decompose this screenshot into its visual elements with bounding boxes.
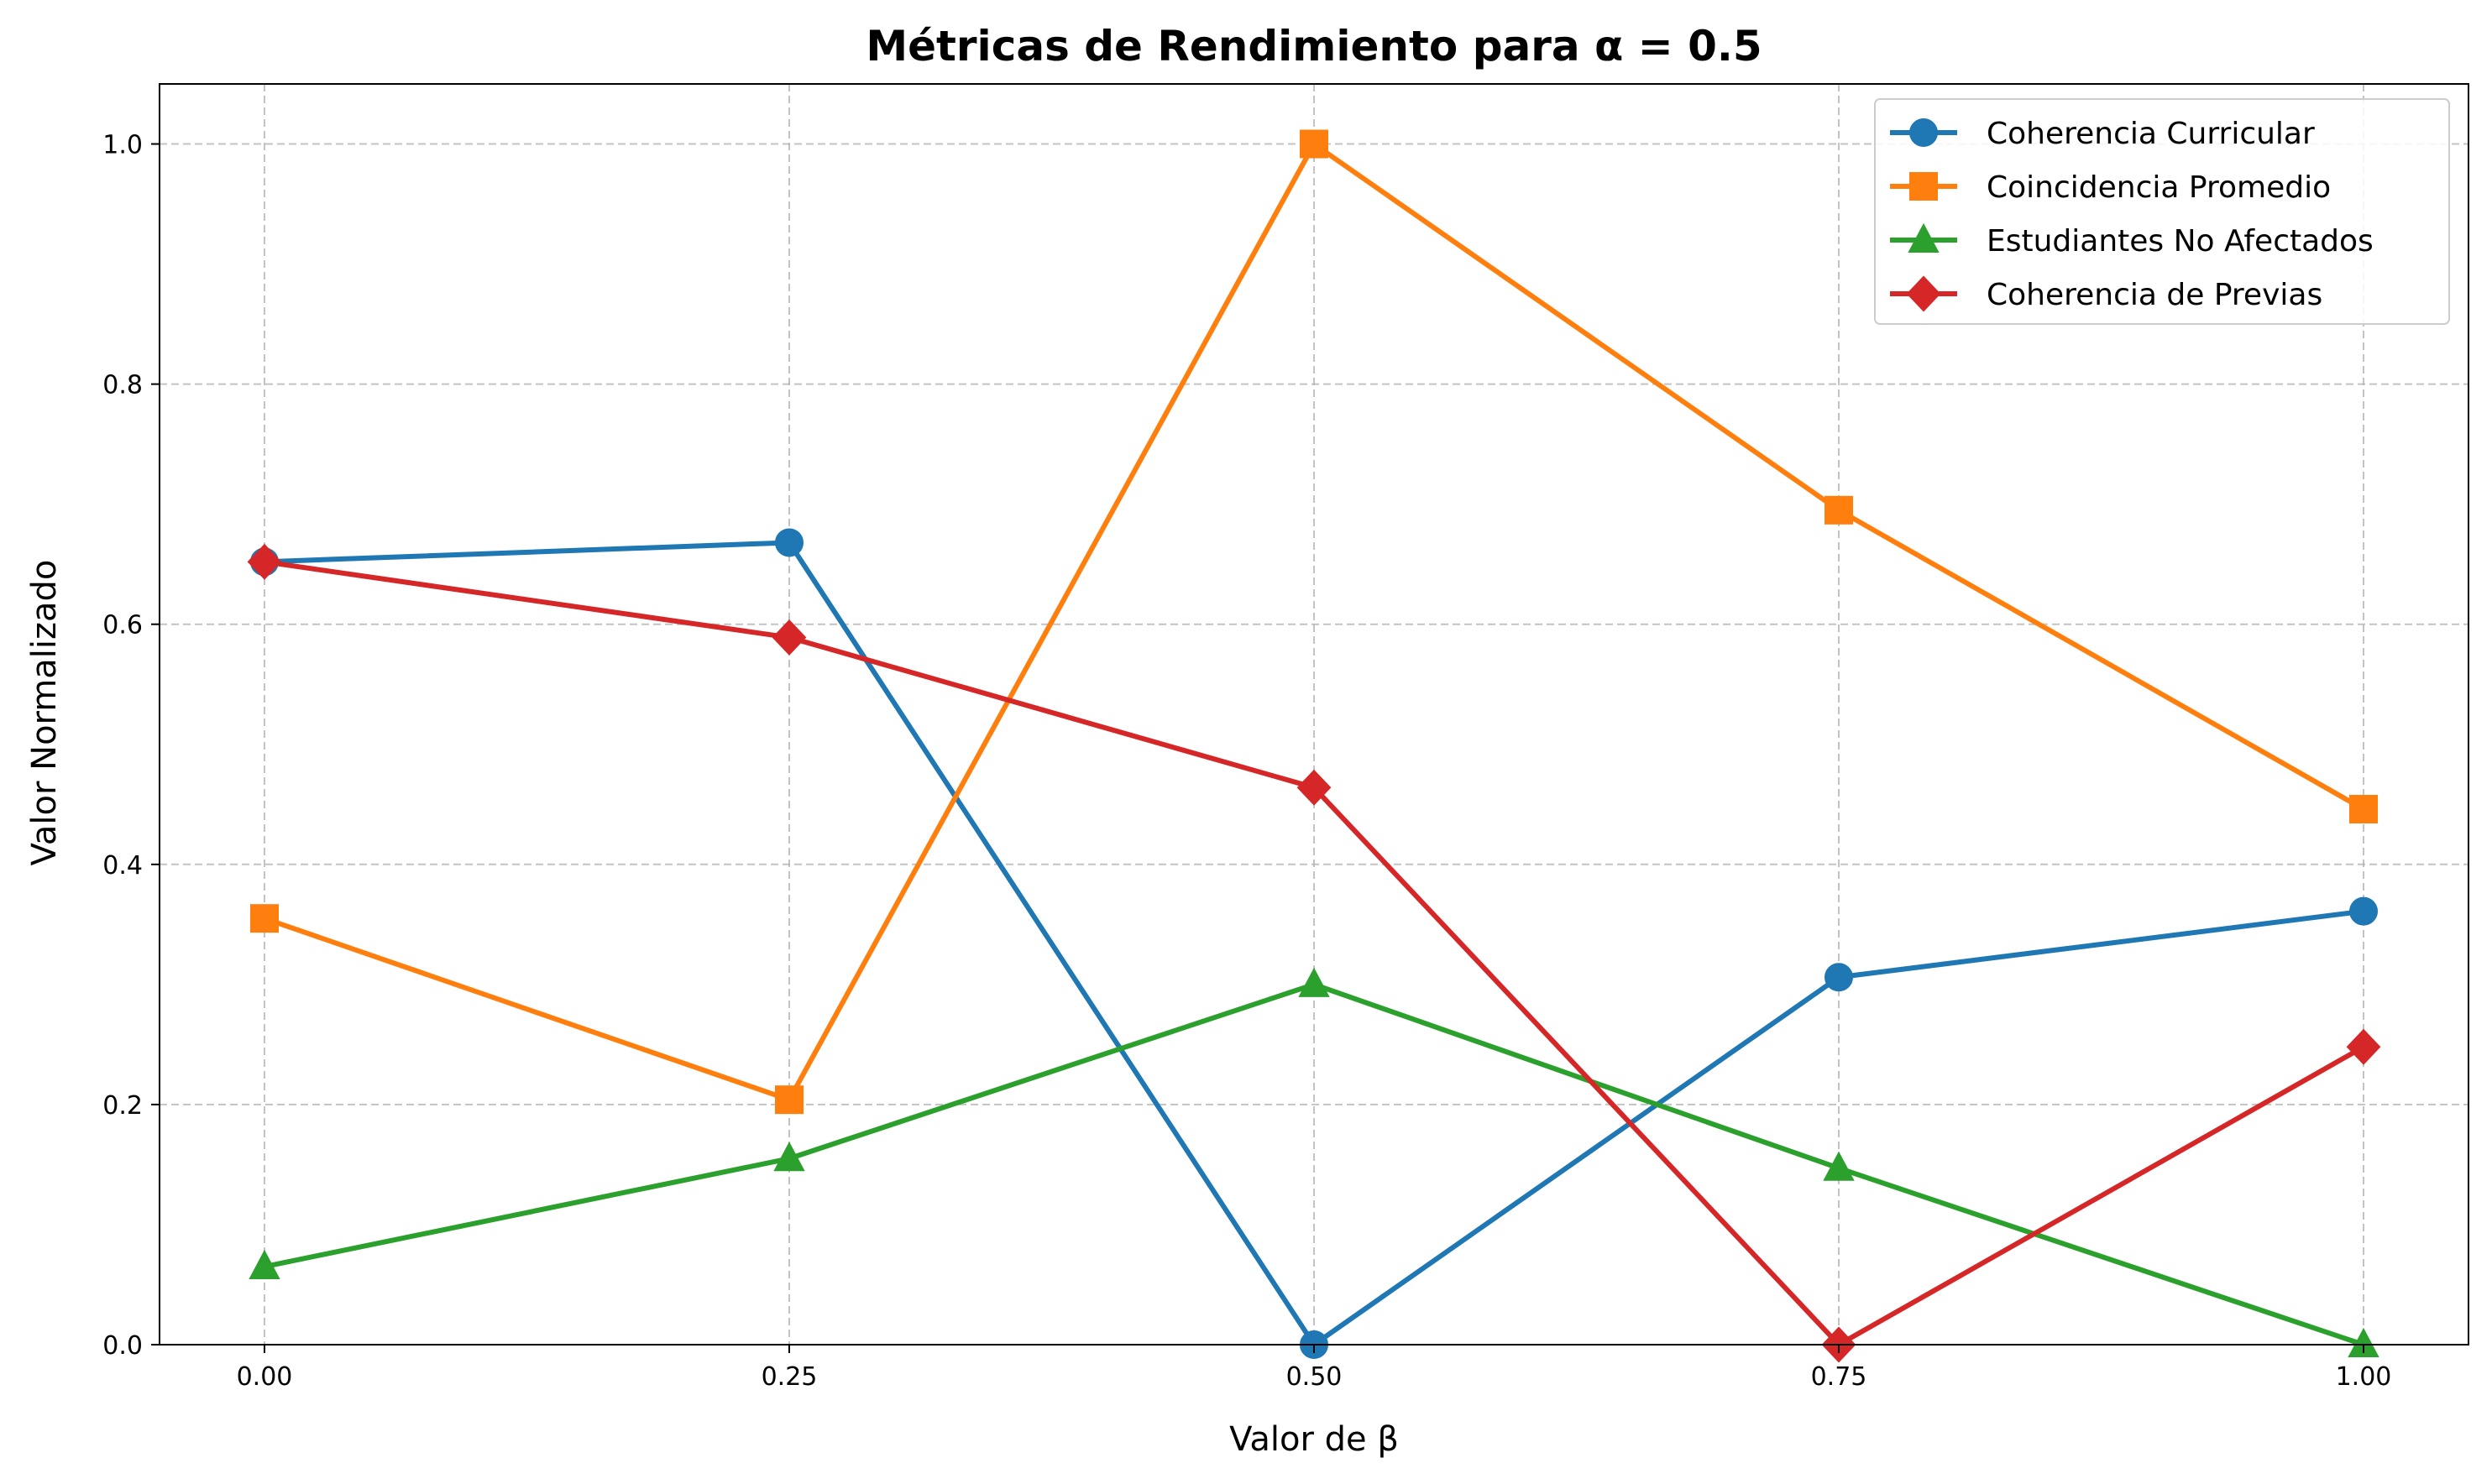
y-tick-label: 0.0 — [102, 1331, 143, 1361]
y-tick-label: 0.6 — [102, 611, 143, 640]
y-tick-label: 0.8 — [102, 371, 143, 400]
y-tick-label: 1.0 — [102, 131, 143, 160]
legend: Coherencia Curricular Coincidencia Promed… — [1874, 98, 2450, 325]
series-4-point — [247, 543, 282, 580]
series-4-point — [1296, 769, 1332, 806]
y-axis-label: Valor Normalizado — [25, 560, 64, 866]
x-tick-label: 1.00 — [2336, 1362, 2392, 1392]
series-3-point — [2348, 1327, 2379, 1357]
y-tick-label: 0.4 — [102, 851, 143, 880]
legend-label: Coincidencia Promedio — [1987, 170, 2331, 205]
legend-marker — [1909, 118, 1938, 147]
series-3-point — [249, 1249, 280, 1280]
series-2-point — [1824, 495, 1853, 525]
legend-box — [1874, 98, 2450, 325]
legend-label: Coherencia Curricular — [1987, 117, 2315, 151]
x-axis-ticks: 0.00 0.25 0.50 0.75 1.00 — [237, 1345, 2392, 1392]
series-1-point — [1824, 963, 1853, 992]
series-4-point — [2346, 1028, 2381, 1065]
chart-title: Métricas de Rendimiento para α = 0.5 — [866, 22, 1762, 71]
x-tick-label: 0.25 — [762, 1362, 818, 1392]
series-3-point — [1298, 967, 1330, 997]
series-2-point — [250, 904, 279, 933]
series-4-point — [772, 619, 807, 656]
legend-label: Coherencia de Previas — [1987, 278, 2322, 312]
series-2-point — [775, 1085, 804, 1115]
series-markers — [247, 129, 2381, 1363]
x-tick-label: 0.00 — [237, 1362, 293, 1392]
legend-marker — [1908, 222, 1940, 253]
series-3-point — [1823, 1151, 1855, 1181]
x-tick-label: 0.75 — [1811, 1362, 1867, 1392]
series-1-point — [2349, 896, 2378, 926]
x-axis-label: Valor de β — [1229, 1420, 1399, 1459]
y-tick-label: 0.2 — [102, 1091, 143, 1121]
series-3-point — [773, 1142, 805, 1172]
legend-marker — [1906, 275, 1941, 312]
legend-label: Estudiantes No Afectados — [1987, 224, 2374, 259]
x-tick-label: 0.50 — [1286, 1362, 1343, 1392]
series-1-point — [775, 528, 804, 557]
series-2-point — [1300, 129, 1328, 159]
y-axis-ticks: 0.0 0.2 0.4 0.6 0.8 1.0 — [102, 131, 160, 1361]
legend-marker — [1909, 172, 1938, 201]
series-2-point — [2349, 795, 2378, 824]
